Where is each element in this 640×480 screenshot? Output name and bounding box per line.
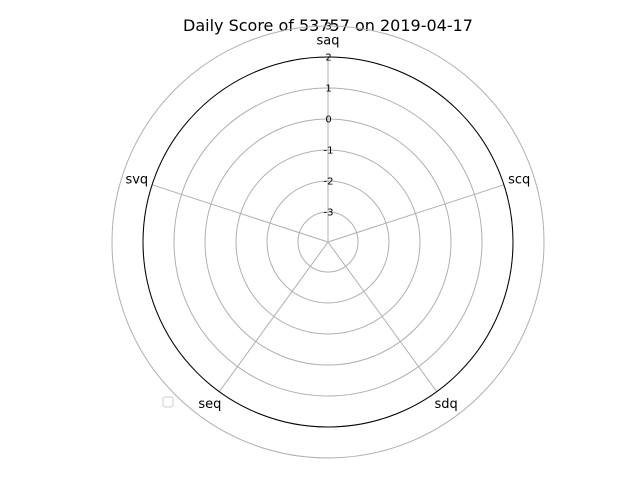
radial-tick-label: -1 [324, 146, 334, 157]
radial-tick-label: 1 [325, 84, 331, 95]
axis-label-sdq: sdq [435, 397, 458, 412]
radar-spoke [327, 241, 438, 392]
chart-title: Daily Score of 53757 on 2019-04-17 [183, 16, 473, 35]
radar-frame [142, 56, 514, 428]
radial-tick-label: 0 [325, 115, 331, 126]
radial-tick-label: 3 [325, 22, 331, 33]
radial-tick-label: -2 [324, 177, 334, 188]
axis-label-seq: seq [198, 397, 221, 412]
radar-grid-ring [111, 25, 545, 459]
axis-label-saq: saq [317, 34, 340, 49]
radar-spoke [218, 241, 329, 392]
radar-tick-labels: -3 -2 -1 0 1 2 3 [324, 22, 334, 219]
radar-spokes [151, 57, 505, 392]
radar-spoke [327, 184, 505, 243]
radial-tick-label: -3 [324, 208, 334, 219]
radial-tick-label: 2 [325, 53, 331, 64]
legend-swatch [162, 396, 174, 408]
radar-spoke [151, 184, 329, 243]
chart-legend [162, 396, 174, 408]
axis-label-scq: scq [508, 172, 530, 187]
axis-label-svq: svq [125, 172, 148, 187]
radar-axis-labels: saq scq sdq seq svq [125, 34, 530, 413]
